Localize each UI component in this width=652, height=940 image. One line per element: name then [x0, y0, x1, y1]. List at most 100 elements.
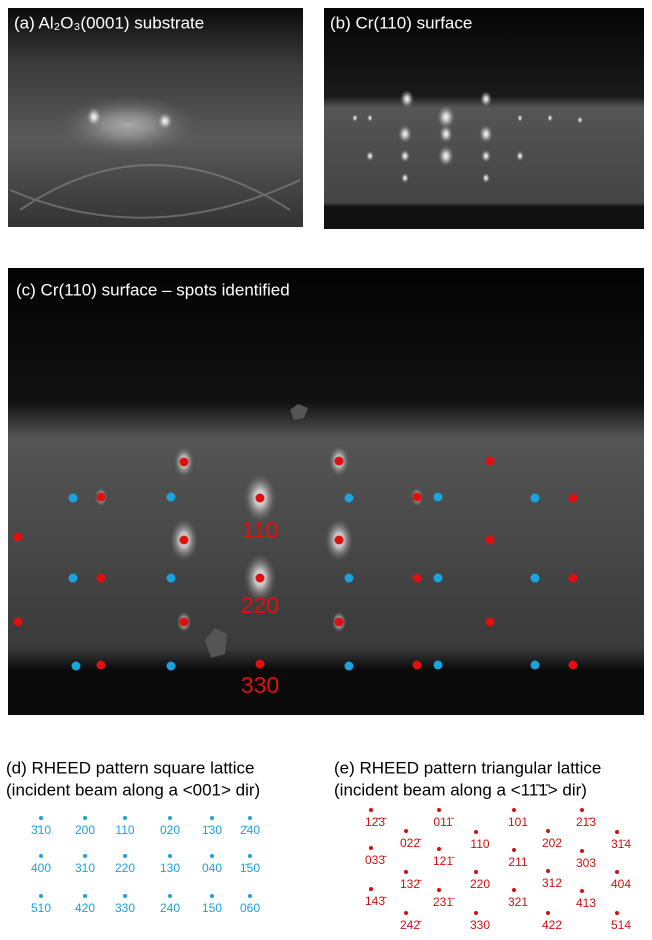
lattice-dot: [369, 808, 373, 812]
lattice-dot: [210, 894, 214, 898]
lattice-label: 321: [508, 895, 528, 909]
spot-label: 220: [241, 592, 279, 618]
spot-label: 330: [241, 672, 279, 698]
red-marker: [14, 618, 23, 627]
lattice-label: 202: [542, 836, 562, 850]
red-marker: [569, 574, 578, 583]
lattice-dot: [615, 830, 619, 834]
panel-title: (e) RHEED pattern triangular lattice: [334, 758, 601, 777]
lattice-dot: [248, 816, 252, 820]
lattice-dot: [437, 808, 441, 812]
red-marker: [180, 618, 189, 627]
lattice-label: 404: [611, 877, 631, 891]
red-marker: [335, 536, 344, 545]
spot: [577, 116, 583, 124]
figure: (a) Al₂O₃(0001) substrate (b) Cr(110) su…: [0, 0, 652, 940]
red-marker: [335, 457, 344, 466]
lattice-label: 101: [508, 815, 528, 829]
panel-title: (b) Cr(110) surface: [330, 13, 472, 32]
red-marker: [256, 494, 265, 503]
lattice-dot: [123, 854, 127, 858]
spot: [480, 91, 492, 107]
spot: [352, 114, 358, 122]
blue-marker: [167, 574, 176, 583]
lattice-label: 022̄: [400, 836, 422, 850]
lattice-label: 12̄3̄: [365, 815, 387, 829]
red-marker: [14, 533, 23, 542]
panel-subtitle: (incident beam along a <001> dir): [6, 780, 260, 799]
blue-marker: [434, 493, 443, 502]
lattice-label: 143̄: [365, 894, 387, 908]
red-marker: [569, 661, 578, 670]
lattice-dot: [83, 816, 87, 820]
red-marker: [256, 574, 265, 583]
blue-marker: [531, 494, 540, 503]
spot: [366, 151, 374, 161]
panel-title: (a) Al₂O₃(0001) substrate: [14, 13, 204, 32]
lattice-dot: [615, 911, 619, 915]
lattice-dot: [39, 894, 43, 898]
lattice-label: 310: [75, 861, 95, 875]
spot: [517, 114, 523, 122]
spot: [481, 150, 491, 163]
spot: [400, 150, 410, 163]
panel-e: (e) RHEED pattern triangular lattice (in…: [334, 758, 631, 932]
panel-b: (b) Cr(110) surface: [324, 8, 644, 229]
lattice-label: 510: [31, 901, 51, 915]
red-marker: [335, 618, 344, 627]
lattice-dot: [39, 816, 43, 820]
red-marker: [569, 494, 578, 503]
blue-marker: [167, 493, 176, 502]
lattice-label: 121̄: [433, 854, 455, 868]
spot: [398, 125, 412, 143]
lattice-dot: [123, 894, 127, 898]
lattice-label: 211: [508, 855, 527, 869]
lattice-dot: [369, 846, 373, 850]
lattice-label: 011̄: [433, 815, 454, 829]
lattice-label: 3̄10: [31, 823, 51, 837]
lattice-dot: [474, 830, 478, 834]
lattice-label: 130: [160, 861, 180, 875]
lattice-dot: [210, 854, 214, 858]
panel-d: (d) RHEED pattern square lattice (incide…: [6, 758, 260, 915]
red-marker: [413, 661, 422, 670]
lattice-dot: [474, 870, 478, 874]
red-marker: [97, 493, 106, 502]
red-marker: [97, 574, 106, 583]
lattice-dot: [474, 911, 478, 915]
panel-title: (d) RHEED pattern square lattice: [6, 758, 255, 777]
lattice-dot: [546, 869, 550, 873]
lattice-label: 330: [115, 901, 135, 915]
lattice-dot: [248, 854, 252, 858]
spot: [482, 173, 490, 183]
lattice-label: 200: [75, 823, 95, 837]
lattice-label: 231̄: [433, 895, 455, 909]
lattice-dot: [580, 808, 584, 812]
spot: [516, 151, 524, 161]
spot: [86, 107, 102, 127]
lattice-label: 330: [470, 918, 490, 932]
lattice-dot: [615, 870, 619, 874]
lattice-label: 400: [31, 861, 51, 875]
lattice-label: 033̄: [365, 853, 387, 867]
lattice-dot: [210, 816, 214, 820]
red-marker: [486, 618, 495, 627]
lattice-label: 110: [115, 823, 134, 837]
lattice-label: 303: [576, 856, 596, 870]
lattice-label: 2̄40: [240, 823, 260, 837]
spot: [547, 114, 553, 122]
lattice-dot: [437, 888, 441, 892]
spot: [439, 125, 453, 143]
lattice-label: 420: [75, 901, 95, 915]
spot-label: 110: [242, 517, 279, 543]
lattice-dot: [546, 829, 550, 833]
lattice-dot: [123, 816, 127, 820]
lattice-label: 220: [470, 877, 490, 891]
blue-marker: [434, 574, 443, 583]
red-marker: [180, 458, 189, 467]
blue-marker: [167, 662, 176, 671]
red-marker: [97, 661, 106, 670]
blue-marker: [69, 574, 78, 583]
lattice-dot: [546, 911, 550, 915]
lattice-dot: [248, 894, 252, 898]
